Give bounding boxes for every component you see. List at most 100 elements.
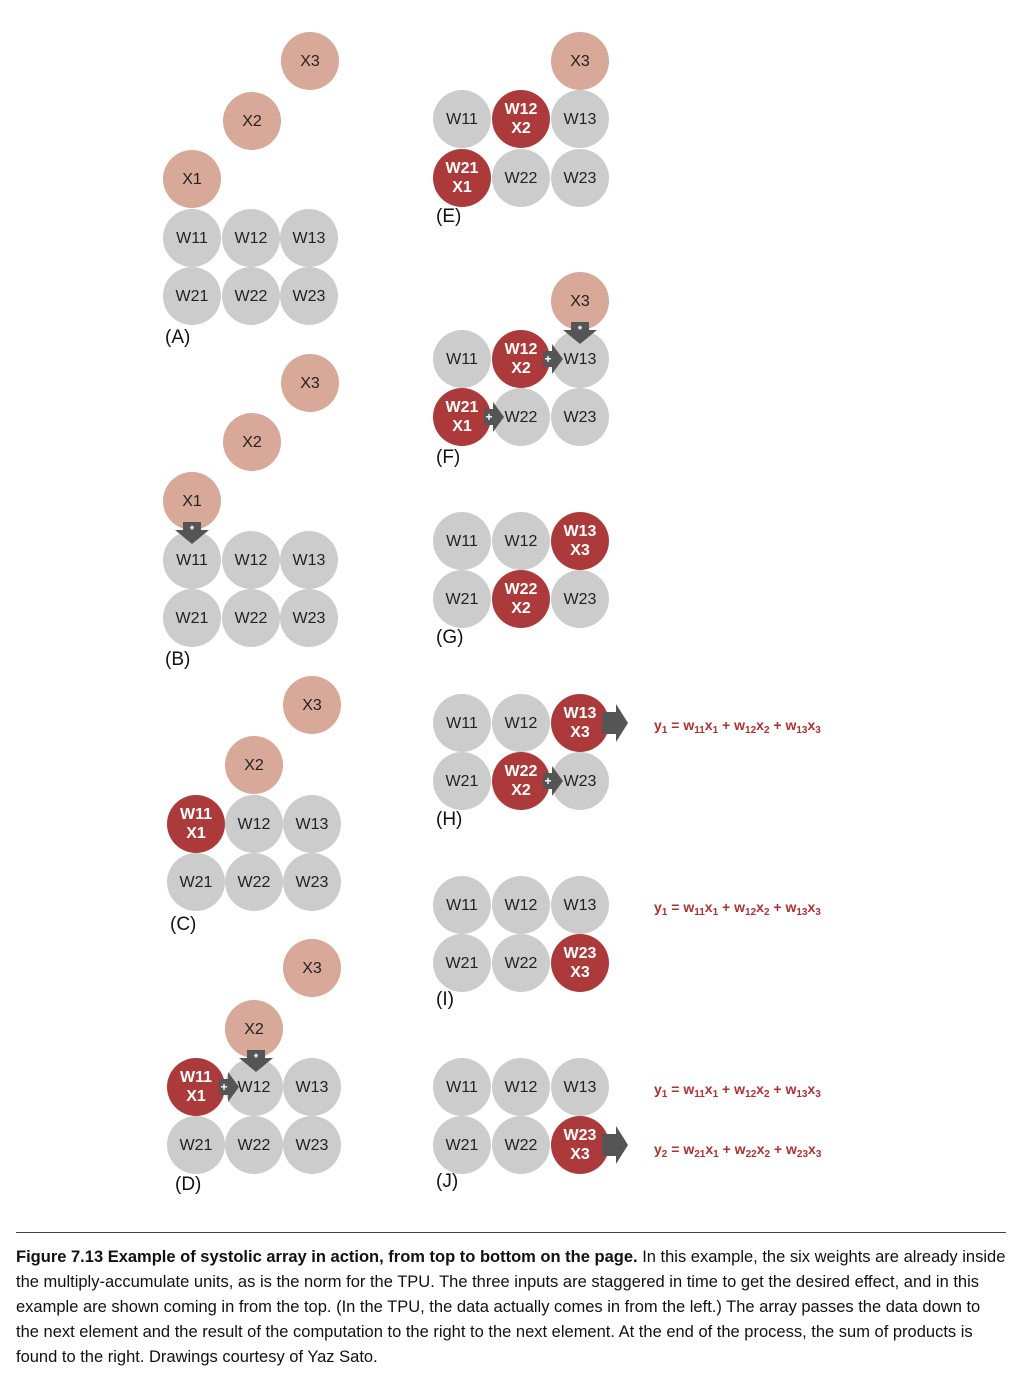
node-label: W22 bbox=[234, 287, 268, 305]
panel-d-input-x3: X3 bbox=[283, 939, 341, 997]
panel-d-weight-cell-w13: W13 bbox=[283, 1058, 341, 1116]
equation-subscript: 1 bbox=[661, 907, 668, 918]
panel-b-input-x1: X1 bbox=[163, 472, 221, 530]
panel-c-weight-cell-w13: W13 bbox=[283, 795, 341, 853]
figure-caption: Figure 7.13 Example of systolic array in… bbox=[16, 1232, 1006, 1370]
panel-h-active-cell-w13-x3: W13 X3 bbox=[551, 694, 609, 752]
node-label: X3 bbox=[300, 52, 320, 70]
equation-symbol: x bbox=[704, 717, 713, 733]
panel-c-weight-cell-w23: W23 bbox=[283, 853, 341, 911]
equation-symbol: x bbox=[756, 1141, 765, 1157]
node-label: W22 bbox=[504, 1136, 538, 1154]
node-label: X2 bbox=[511, 120, 531, 137]
panel-i-weight-cell-w13: W13 bbox=[551, 876, 609, 934]
panel-j-weight-cell-w13: W13 bbox=[551, 1058, 609, 1116]
node-label: W11 bbox=[446, 1078, 478, 1096]
caption-body: In this example, the six weights are alr… bbox=[16, 1248, 1006, 1366]
equation-subscript: 1 bbox=[661, 1089, 668, 1100]
panel-e-input-x3: X3 bbox=[551, 32, 609, 90]
equation-subscript: 12 bbox=[745, 907, 757, 918]
panel-g-weight-cell-w11: W11 bbox=[433, 512, 491, 570]
panel-j-weight-cell-w12: W12 bbox=[492, 1058, 550, 1116]
node-label: X2 bbox=[511, 360, 531, 377]
equation-symbol: y bbox=[654, 717, 662, 733]
panel-g-weight-cell-w12: W12 bbox=[492, 512, 550, 570]
node-label: W21 bbox=[445, 160, 479, 177]
node-label: W21 bbox=[175, 609, 209, 627]
multiply-symbol: * bbox=[578, 324, 583, 336]
node-label: X3 bbox=[570, 52, 590, 70]
add-symbol: + bbox=[544, 774, 551, 788]
equation-symbol: w bbox=[734, 1081, 746, 1097]
panel-h-add-arrow: + bbox=[543, 766, 563, 796]
panel-b-weight-cell-w12: W12 bbox=[222, 531, 280, 589]
equation-symbol: x bbox=[756, 899, 764, 915]
panel-i-weight-cell-w22: W22 bbox=[492, 934, 550, 992]
panel-d-weight-cell-w22: W22 bbox=[225, 1116, 283, 1174]
equation-subscript: 3 bbox=[815, 1149, 822, 1160]
output-equation-y1: y1 = w11x1 + w12x2 + w13x3 bbox=[654, 717, 821, 736]
node-label: W23 bbox=[295, 1136, 329, 1154]
panel-g-active-cell-w13-x3: W13 X3 bbox=[551, 512, 609, 570]
panel-label-g: (G) bbox=[436, 627, 464, 648]
node-label: X1 bbox=[452, 179, 472, 196]
panel-d-weight-cell-w21: W21 bbox=[167, 1116, 225, 1174]
node-label: W12 bbox=[504, 714, 538, 732]
panel-c-weight-cell-w12: W12 bbox=[225, 795, 283, 853]
equation-symbol: x bbox=[807, 717, 816, 733]
equation-symbol: x bbox=[807, 899, 816, 915]
systolic-array-diagram: X3 X2 X1 W11 W12 W13 W21 W22 W23 (A) X3 X2 X1 W11 W12 W… bbox=[163, 32, 822, 1195]
node-label: W12 bbox=[504, 1078, 538, 1096]
equation-subscript: 11 bbox=[694, 1089, 705, 1100]
panel-b-input-x2: X2 bbox=[223, 413, 281, 471]
output-equation-y1: y1 = w11x1 + w12x2 + w13x3 bbox=[654, 1081, 821, 1100]
node-label: W12 bbox=[237, 815, 271, 833]
caption-title: Figure 7.13 Example of systolic array in… bbox=[16, 1248, 638, 1266]
node-label: X2 bbox=[244, 1020, 264, 1038]
panel-h-weight-cell-w12: W12 bbox=[492, 694, 550, 752]
panel-f-weight-cell-w23: W23 bbox=[551, 388, 609, 446]
node-label: X3 bbox=[570, 292, 590, 310]
panel-label-d: (D) bbox=[175, 1174, 202, 1195]
panel-e-weight-cell-w23: W23 bbox=[551, 149, 609, 207]
equation-symbol: w bbox=[683, 1081, 695, 1097]
node-label: X3 bbox=[570, 724, 590, 741]
panel-j-weight-cell-w21: W21 bbox=[433, 1116, 491, 1174]
panel-i-active-cell-w23-x3: W23 X3 bbox=[551, 934, 609, 992]
node-label: W21 bbox=[445, 954, 479, 972]
node-label: W11 bbox=[446, 350, 478, 368]
equation-symbol: w bbox=[785, 717, 797, 733]
panel-label-i: (I) bbox=[436, 989, 454, 1010]
node-label: W22 bbox=[504, 954, 538, 972]
equation-subscript: 21 bbox=[694, 1149, 706, 1160]
panel-b-weight-cell-w22: W22 bbox=[222, 589, 280, 647]
panel-j-weight-cell-w22: W22 bbox=[492, 1116, 550, 1174]
equation-subscript: 3 bbox=[815, 725, 821, 736]
equation-subscript: 13 bbox=[796, 907, 808, 918]
panel-a-weight-cell-w22: W22 bbox=[222, 267, 280, 325]
add-symbol: + bbox=[220, 1080, 227, 1094]
node-label: W21 bbox=[445, 1136, 479, 1154]
node-label: W12 bbox=[504, 341, 538, 358]
node-label: W12 bbox=[504, 101, 538, 118]
equation-subscript: 13 bbox=[796, 725, 808, 736]
node-label: W21 bbox=[445, 590, 479, 608]
equation-subscript: 11 bbox=[694, 907, 705, 918]
add-symbol: + bbox=[485, 410, 492, 424]
node-label: W12 bbox=[234, 551, 268, 569]
node-label: X3 bbox=[570, 1146, 590, 1163]
panel-i-weight-cell-w21: W21 bbox=[433, 934, 491, 992]
equation-symbol: w bbox=[785, 899, 797, 915]
equation-symbol: w bbox=[683, 717, 695, 733]
panel-i-weight-cell-w12: W12 bbox=[492, 876, 550, 934]
equation-subscript: 13 bbox=[796, 1089, 808, 1100]
panel-h-active-cell-w22-x2: W22 X2 bbox=[492, 752, 550, 810]
node-label: X1 bbox=[186, 1088, 206, 1105]
node-label: X1 bbox=[452, 418, 472, 435]
equation-subscript: 11 bbox=[694, 725, 705, 736]
equation-symbol: x bbox=[756, 717, 764, 733]
panel-a-weight-cell-w11: W11 bbox=[163, 209, 221, 267]
panel-f-input-x3: X3 bbox=[551, 272, 609, 330]
equation-subscript: 2 bbox=[764, 1149, 771, 1160]
node-label: X2 bbox=[242, 112, 262, 130]
